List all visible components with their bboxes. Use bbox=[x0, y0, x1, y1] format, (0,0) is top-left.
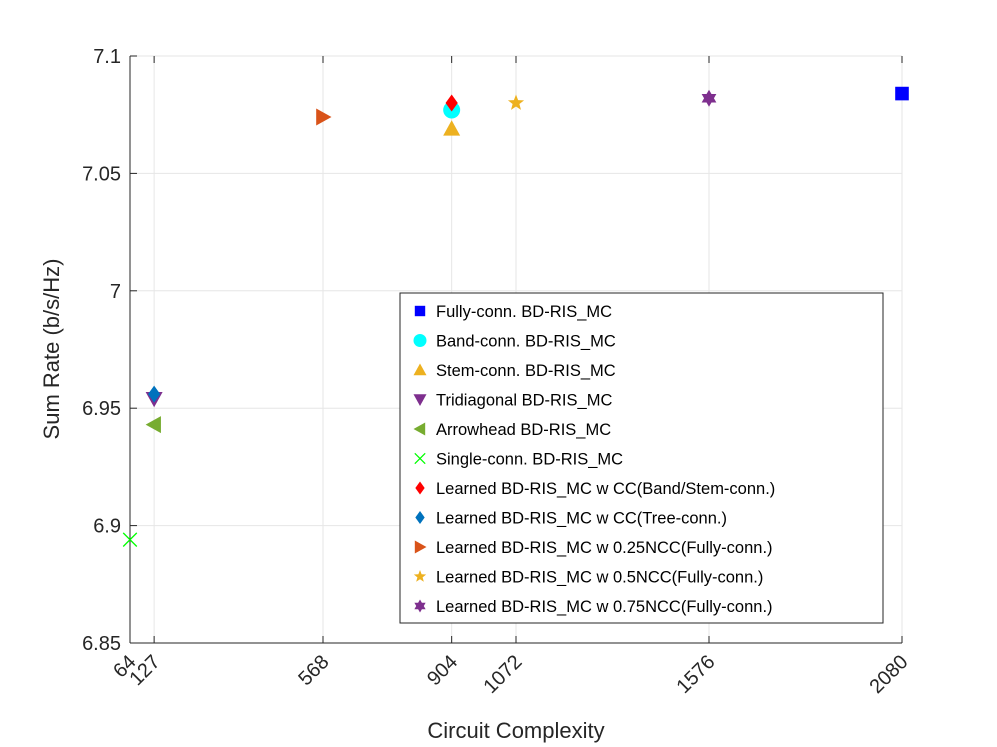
legend-marker-4 bbox=[413, 394, 427, 406]
legend-box bbox=[399, 292, 884, 624]
y-tick-label: 6.9 bbox=[93, 516, 121, 538]
legend-marker-1 bbox=[414, 305, 426, 317]
data-point-9 bbox=[316, 108, 332, 126]
data-point-3 bbox=[443, 120, 461, 136]
y-tick-label: 6.95 bbox=[82, 398, 121, 420]
legend-label: Learned BD-RIS_MC w 0.5NCC(Fully-conn.) bbox=[436, 569, 763, 587]
y-axis-ticks: 6.85 6.9 6.95 7 7.05 7.1 bbox=[82, 46, 137, 655]
y-axis-label: Sum Rate (b/s/Hz) bbox=[39, 259, 64, 440]
data-point-11 bbox=[701, 89, 717, 107]
legend-label: Tridiagonal BD-RIS_MC bbox=[436, 392, 612, 410]
y-tick-label: 7.1 bbox=[93, 46, 121, 68]
legend-marker-10 bbox=[413, 570, 427, 582]
legend-marker-7 bbox=[415, 481, 425, 495]
legend-label: Stem-conn. BD-RIS_MC bbox=[436, 362, 616, 380]
legend-marker-2 bbox=[413, 334, 427, 347]
x-axis-label: Circuit Complexity bbox=[427, 718, 604, 743]
data-point-6 bbox=[122, 532, 138, 547]
legend-marker-9 bbox=[414, 540, 427, 554]
legend-marker-11 bbox=[414, 599, 426, 613]
legend-label: Band-conn. BD-RIS_MC bbox=[436, 333, 616, 351]
legend-label: Learned BD-RIS_MC w 0.75NCC(Fully-conn.) bbox=[436, 598, 773, 616]
legend: Fully-conn. BD-RIS_MC Band-conn. BD-RIS_M… bbox=[399, 292, 884, 624]
legend-label: Learned BD-RIS_MC w CC(Band/Stem-conn.) bbox=[436, 480, 775, 498]
data-point-1 bbox=[895, 86, 909, 101]
y-tick-label: 7.05 bbox=[82, 163, 121, 185]
legend-marker-8 bbox=[415, 511, 425, 524]
legend-marker-5 bbox=[413, 422, 426, 436]
data-point-10 bbox=[507, 94, 525, 110]
data-point-8 bbox=[148, 385, 161, 403]
legend-label: Learned BD-RIS_MC w CC(Tree-conn.) bbox=[436, 510, 727, 528]
y-tick-label: 7 bbox=[110, 281, 121, 303]
y-tick-label: 6.85 bbox=[82, 633, 121, 655]
data-points bbox=[122, 86, 909, 547]
legend-marker-3 bbox=[413, 363, 427, 376]
legend-label: Fully-conn. BD-RIS_MC bbox=[436, 303, 612, 321]
legend-label: Single-conn. BD-RIS_MC bbox=[436, 451, 623, 469]
legend-label: Learned BD-RIS_MC w 0.25NCC(Fully-conn.) bbox=[436, 539, 773, 557]
legend-marker-6 bbox=[414, 452, 426, 465]
data-point-5 bbox=[145, 416, 161, 434]
legend-label: Arrowhead BD-RIS_MC bbox=[436, 421, 611, 439]
data-point-7 bbox=[445, 94, 458, 112]
